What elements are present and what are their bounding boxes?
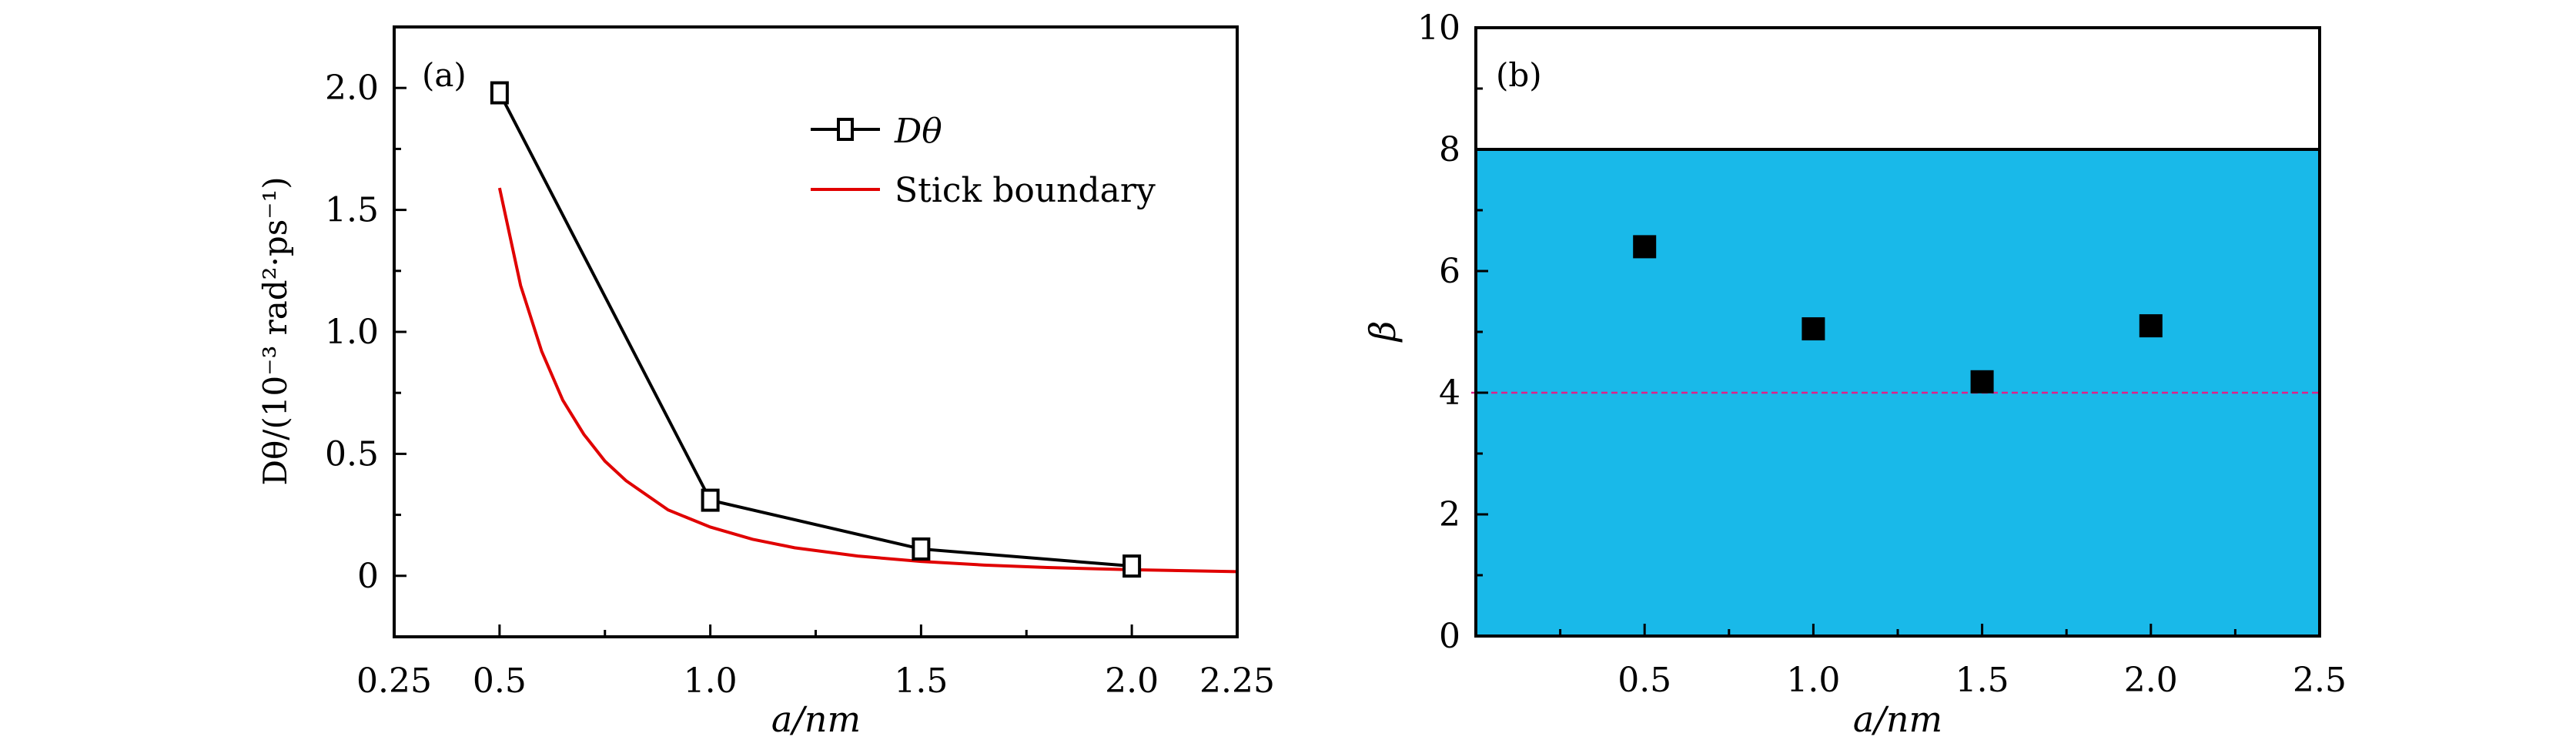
panel-a-x-tick-label: 2.25 [1199,661,1275,701]
panel-b-plot-area: 0.5 1.0 1.5 2.0 2.5 0 2 4 6 8 10 [1417,8,2347,700]
panel-b-x-tick-label: 2.5 [2293,661,2347,700]
d-theta-marker [912,537,931,561]
panel-b-x-tick-label: 1.5 [1955,661,2009,700]
legend-d-theta-label: Dθ [894,112,942,151]
panel-a-y-axis-label: Dθ/(10⁻³ rad²·ps⁻¹) [256,176,294,485]
panel-b-y-tick-label: 8 [1439,130,1460,169]
beta-marker [1633,235,1657,259]
panel-a-y-tick-label: 0 [357,557,379,596]
panel-a-y-tick-label: 0.5 [325,434,379,474]
panel-b-y-tick-label: 2 [1439,495,1460,534]
panel-a-legend: Dθ Stick boundary [811,112,1156,210]
beta-marker [1802,317,1825,341]
panel-b: 0.5 1.0 1.5 2.0 2.5 0 2 4 6 8 10 (b) a/nm β [1362,8,2347,740]
beta-marker [1970,370,1994,393]
d-theta-marker [1122,554,1142,578]
panel-a-y-tick-label: 1.5 [325,191,379,230]
panel-a-y-tick-label: 2.0 [325,69,379,108]
panel-a-label: (a) [422,56,467,94]
panel-a-x-tick-label: 1.5 [894,661,948,701]
panel-b-x-tick-label: 1.0 [1786,661,1840,700]
d-theta-line [498,92,1132,568]
panel-b-x-axis-label: a/nm [1853,698,1942,740]
panel-b-y-axis-label: β [1362,321,1403,343]
panel-b-label: (b) [1496,56,1542,94]
d-theta-marker [701,488,720,512]
panel-b-x-tick-label: 0.5 [1618,661,1671,700]
panel-a-frame [393,25,1239,638]
panel-b-y-tick-label: 0 [1439,617,1460,656]
panel-a-y-tick-label: 1.0 [325,313,379,352]
panel-a: 0.25 0.5 1.0 1.5 2.0 2.25 0 0.5 1.0 1.5 2.0 (a) a/… [256,25,1275,740]
legend-stick-boundary-label: Stick boundary [895,171,1156,210]
panel-a-x-tick-label: 1.0 [684,661,738,701]
panel-b-x-tick-label: 2.0 [2124,661,2178,700]
stick-boundary-line [497,187,1238,574]
panel-b-y-tick-label: 6 [1439,252,1460,291]
panel-a-x-axis-label: a/nm [771,698,861,740]
beta-marker [2139,314,2163,338]
legend-d-theta-marker [837,118,854,141]
panel-a-x-tick-label: 0.25 [356,661,432,701]
panel-b-y-tick-label: 10 [1417,8,1460,48]
d-theta-marker [490,81,509,105]
panel-a-plot-area: 0.25 0.5 1.0 1.5 2.0 2.25 0 0.5 1.0 1.5 2.0 [325,25,1275,701]
panel-a-x-tick-label: 2.0 [1105,661,1159,701]
panel-b-y-tick-label: 4 [1439,373,1460,413]
panel-a-x-tick-label: 0.5 [473,661,527,701]
